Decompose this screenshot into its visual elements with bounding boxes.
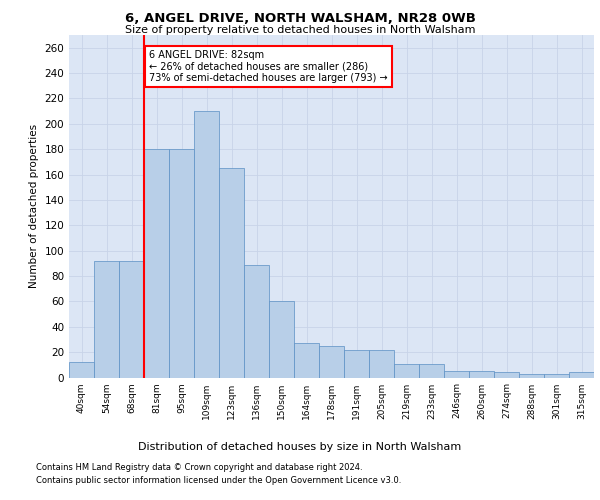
Bar <box>369 350 394 378</box>
Text: Contains public sector information licensed under the Open Government Licence v3: Contains public sector information licen… <box>36 476 401 485</box>
Y-axis label: Number of detached properties: Number of detached properties <box>29 124 39 288</box>
Bar <box>569 372 594 378</box>
Bar <box>294 343 319 378</box>
Bar <box>219 168 244 378</box>
Bar <box>69 362 94 378</box>
Text: Size of property relative to detached houses in North Walsham: Size of property relative to detached ho… <box>125 25 475 35</box>
Text: Contains HM Land Registry data © Crown copyright and database right 2024.: Contains HM Land Registry data © Crown c… <box>36 464 362 472</box>
Bar <box>244 264 269 378</box>
Bar <box>319 346 344 378</box>
Text: 6 ANGEL DRIVE: 82sqm
← 26% of detached houses are smaller (286)
73% of semi-deta: 6 ANGEL DRIVE: 82sqm ← 26% of detached h… <box>149 50 388 84</box>
Bar <box>269 302 294 378</box>
Bar <box>94 261 119 378</box>
Text: Distribution of detached houses by size in North Walsham: Distribution of detached houses by size … <box>139 442 461 452</box>
Bar <box>444 371 469 378</box>
Bar <box>469 371 494 378</box>
Text: 6, ANGEL DRIVE, NORTH WALSHAM, NR28 0WB: 6, ANGEL DRIVE, NORTH WALSHAM, NR28 0WB <box>125 12 475 26</box>
Bar <box>344 350 369 378</box>
Bar <box>544 374 569 378</box>
Bar <box>169 149 194 378</box>
Bar <box>419 364 444 378</box>
Bar <box>494 372 519 378</box>
Bar <box>119 261 144 378</box>
Bar <box>394 364 419 378</box>
Bar <box>194 111 219 378</box>
Bar <box>144 149 169 378</box>
Bar <box>519 374 544 378</box>
